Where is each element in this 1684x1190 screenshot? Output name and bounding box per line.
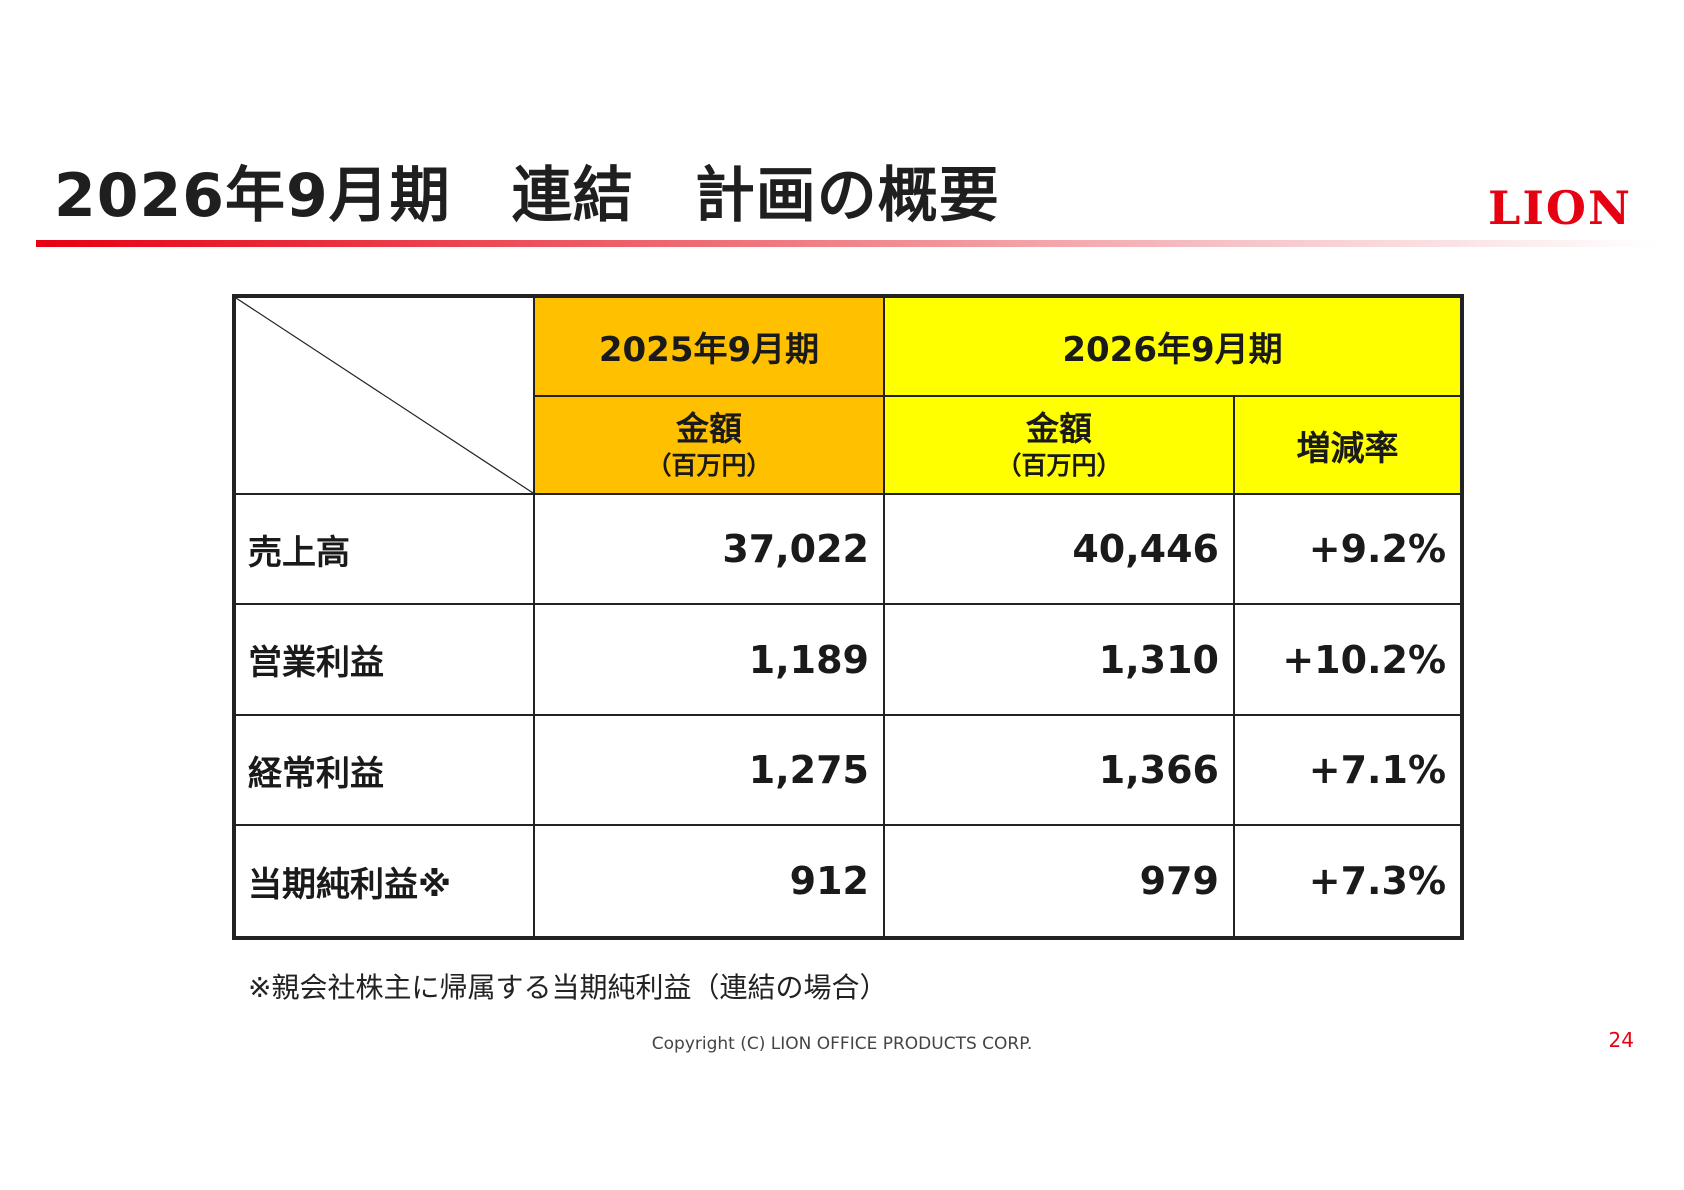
table-row: 営業利益 1,189 1,310 +10.2% (233, 603, 1464, 716)
table-row: 売上高 37,022 40,446 +9.2% (233, 492, 1464, 606)
value-fy2026: 979 (883, 824, 1235, 939)
header-row-columns: 金額 （百万円） 金額 （百万円） 増減率 (234, 395, 1464, 495)
amount-label: 金額 (676, 409, 742, 448)
page-number: 24 (1608, 1028, 1634, 1052)
row-label: 売上高 (233, 492, 535, 606)
page-title: 2026年9月期 連結 計画の概要 (54, 161, 1000, 231)
corner-cell (233, 295, 535, 495)
footnote: ※親会社株主に帰属する当期純利益（連結の場合） (248, 971, 888, 1004)
value-fy2026: 1,366 (883, 713, 1235, 827)
value-change: +7.1% (1232, 713, 1464, 827)
company-logo: LION (1488, 181, 1632, 235)
header-fy2025: 2025年9月期 (533, 295, 885, 397)
value-change: +10.2% (1232, 603, 1464, 716)
value-change: +9.2% (1232, 492, 1464, 606)
forecast-summary-table: 2025年9月期 2026年9月期 金額 （百万円） 金額 （百万円） 増減率 … (232, 294, 1465, 940)
value-fy2026: 1,310 (883, 603, 1235, 716)
copyright: Copyright (C) LION OFFICE PRODUCTS CORP. (651, 1034, 1033, 1054)
unit-label: （百万円） (646, 451, 772, 480)
header-fy2026: 2026年9月期 (882, 295, 1464, 397)
row-label: 経常利益 (233, 713, 535, 827)
value-change: +7.3% (1232, 824, 1464, 939)
value-fy2025: 37,022 (533, 492, 885, 606)
row-label: 営業利益 (233, 603, 535, 716)
amount-label: 金額 (1026, 409, 1092, 448)
row-label: 当期純利益※ (233, 824, 535, 939)
value-fy2025: 1,275 (533, 713, 885, 827)
unit-label: （百万円） (996, 451, 1122, 480)
table-row: 経常利益 1,275 1,366 +7.1% (233, 713, 1464, 827)
header-fy2025-amount: 金額 （百万円） (533, 395, 885, 495)
corner-diagonal (236, 298, 533, 493)
table-row: 当期純利益※ 912 979 +7.3% (233, 824, 1464, 939)
value-fy2025: 912 (533, 824, 885, 939)
value-fy2026: 40,446 (883, 492, 1235, 606)
value-fy2025: 1,189 (533, 603, 885, 716)
title-underline (36, 240, 1656, 247)
header-change-rate: 増減率 (1232, 395, 1464, 495)
header-row-periods: 2025年9月期 2026年9月期 (233, 295, 1464, 495)
header-fy2026-amount: 金額 （百万円） (883, 395, 1235, 495)
